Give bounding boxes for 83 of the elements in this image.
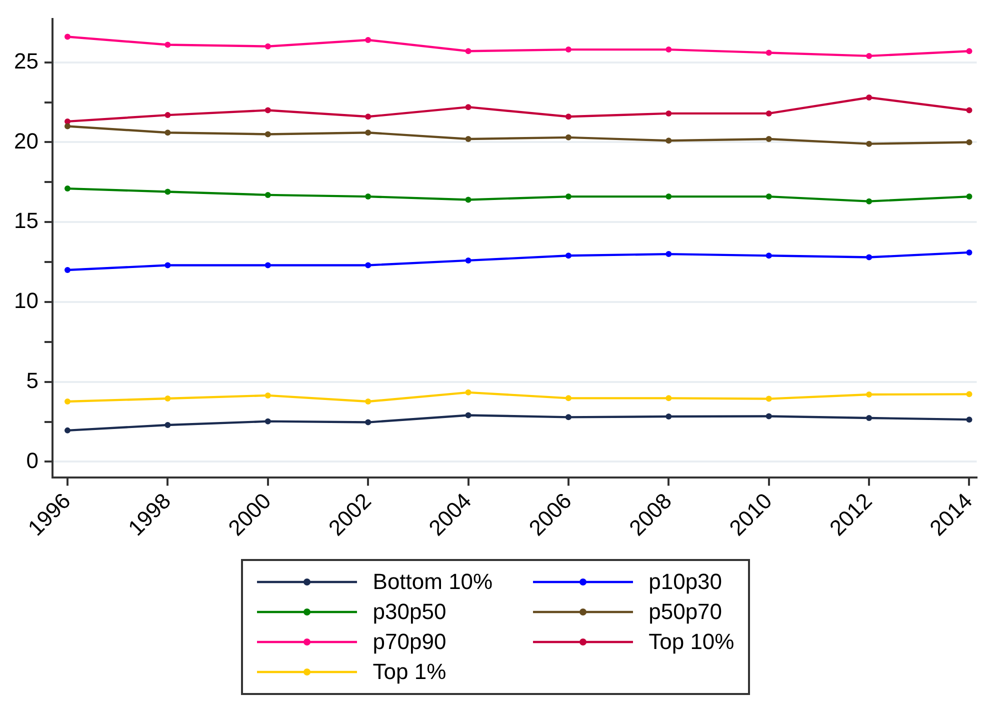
- y-tick-label: 10: [14, 288, 38, 314]
- point: [365, 36, 372, 43]
- point: [966, 249, 972, 256]
- point: [164, 422, 171, 428]
- point: [565, 134, 572, 140]
- point: [766, 110, 772, 116]
- point: [264, 192, 271, 198]
- point: [365, 130, 372, 136]
- legend-label: Top 1%: [372, 659, 446, 685]
- point: [164, 42, 171, 48]
- point: [565, 46, 572, 53]
- point: [565, 252, 572, 259]
- point: [164, 112, 171, 118]
- legend-label: p10p30: [648, 569, 722, 595]
- point: [966, 139, 972, 146]
- point: [465, 104, 472, 110]
- point: [365, 262, 372, 268]
- y-tick-label: 0: [26, 448, 38, 473]
- point: [866, 391, 872, 398]
- point: [666, 194, 672, 200]
- point: [365, 194, 372, 200]
- point: [565, 194, 572, 200]
- point: [264, 418, 271, 424]
- point: [866, 254, 872, 260]
- legend-label: Top 10%: [648, 629, 734, 655]
- point: [64, 118, 70, 124]
- point: [465, 412, 472, 418]
- point: [465, 257, 472, 264]
- point: [565, 414, 572, 420]
- point: [866, 140, 872, 147]
- point: [766, 396, 772, 402]
- point: [866, 94, 872, 100]
- point: [866, 414, 872, 421]
- point: [64, 398, 70, 405]
- point: [966, 416, 972, 423]
- point: [666, 395, 672, 402]
- point: [766, 194, 772, 200]
- point: [64, 34, 70, 40]
- point: [365, 114, 372, 120]
- point: [766, 136, 772, 142]
- point: [666, 138, 672, 144]
- y-tick-label: 15: [14, 208, 38, 234]
- point: [164, 130, 171, 136]
- point: [164, 262, 171, 268]
- point: [264, 43, 271, 50]
- point: [64, 267, 70, 274]
- point: [64, 123, 70, 130]
- point: [264, 131, 271, 138]
- point: [264, 392, 271, 398]
- point: [64, 427, 70, 434]
- point: [866, 52, 872, 59]
- point: [64, 186, 70, 192]
- point: [766, 413, 772, 420]
- point: [164, 188, 171, 195]
- point: [365, 419, 372, 426]
- point: [666, 110, 672, 116]
- legend-label: p30p50: [372, 599, 446, 625]
- point: [766, 252, 772, 259]
- point: [365, 398, 372, 405]
- y-tick-label: 5: [26, 368, 38, 393]
- legend-label: p70p90: [372, 629, 446, 655]
- point: [966, 107, 972, 114]
- point: [465, 48, 472, 54]
- point: [866, 198, 872, 204]
- point: [666, 251, 672, 258]
- point: [766, 50, 772, 56]
- point: [666, 414, 672, 420]
- point: [966, 194, 972, 200]
- point: [565, 395, 572, 402]
- legend-label: Bottom 10%: [372, 569, 493, 595]
- legend-label: p50p70: [648, 599, 722, 625]
- point: [264, 107, 271, 114]
- y-tick-label: 25: [14, 48, 38, 74]
- point: [565, 114, 572, 120]
- point: [966, 391, 972, 398]
- point: [264, 262, 271, 268]
- point: [966, 48, 972, 54]
- point: [666, 46, 672, 53]
- point: [465, 136, 472, 142]
- point: [465, 196, 472, 203]
- point: [164, 395, 171, 402]
- y-tick-label: 20: [14, 128, 38, 154]
- point: [465, 389, 472, 396]
